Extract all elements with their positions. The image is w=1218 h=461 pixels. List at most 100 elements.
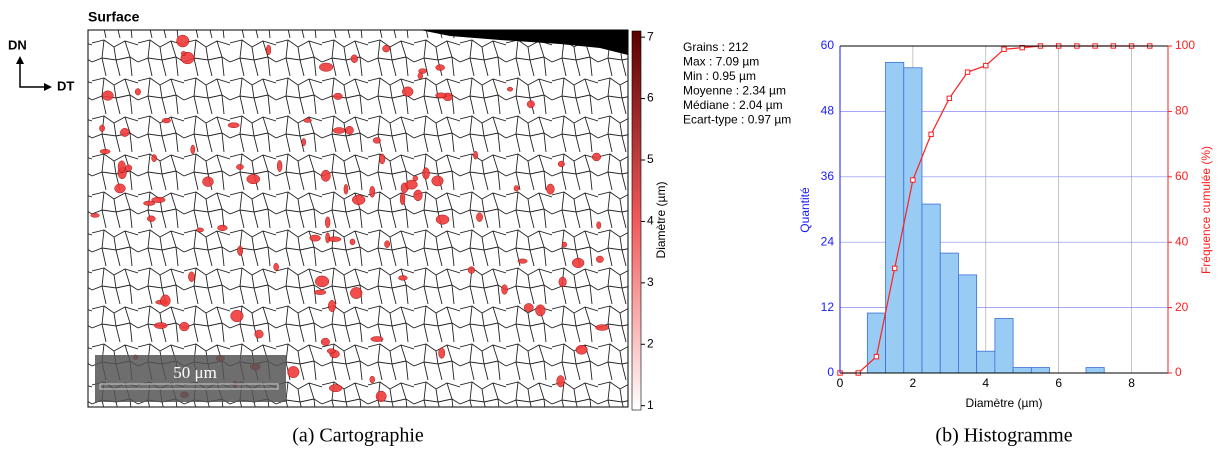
grain-highlight [328, 384, 343, 393]
grain-highlight [557, 160, 565, 168]
stat-line: Max : 7.09 µm [683, 55, 759, 69]
grain-highlight [246, 174, 261, 185]
grain-highlight [333, 92, 343, 100]
grain-highlight [596, 221, 602, 230]
bar [976, 350, 996, 374]
y-tick-label: 12 [821, 300, 835, 314]
grain-highlight [303, 117, 312, 123]
bar [939, 252, 959, 374]
grain-highlight [592, 152, 601, 162]
grain-highlight [405, 179, 418, 190]
scale-bar-box [95, 355, 286, 402]
grain-highlight [160, 294, 171, 307]
grain-highlight [196, 227, 204, 233]
grain-highlight [558, 276, 567, 288]
grain-highlight [227, 122, 240, 128]
grain-highlight [595, 324, 610, 331]
grain-highlight [575, 344, 588, 355]
surface-edge [420, 30, 628, 55]
x-tick-label: 4 [982, 376, 989, 390]
grain-highlight [328, 300, 336, 312]
scale-bar [99, 383, 279, 390]
grain-highlight [325, 232, 330, 244]
grain-highlight [375, 390, 387, 402]
grain-highlight [370, 336, 384, 342]
grain-highlight [327, 236, 342, 242]
grain-highlight [546, 183, 555, 195]
bar [866, 312, 886, 374]
colorbar-tick-label: 5 [647, 152, 654, 166]
grain-highlight [399, 192, 406, 206]
colorbar [631, 30, 642, 411]
y-axis-label: Quantité [798, 187, 812, 233]
grain-highlight [517, 258, 528, 264]
cumulative-point [873, 353, 880, 360]
map-title: Surface [88, 9, 140, 25]
caption-a: (a) Cartographie [292, 425, 424, 447]
grain-highlight [343, 184, 349, 195]
bar [1012, 367, 1032, 374]
grain-highlight [176, 34, 190, 48]
colorbar-tick-label: 7 [647, 29, 654, 43]
grain-highlight [325, 216, 331, 229]
axis-dn: DN [8, 37, 27, 52]
caption-b: (b) Histogramme [935, 425, 1072, 447]
grain-highlight [161, 117, 171, 124]
grain-highlight [120, 128, 130, 137]
x-tick-label: 2 [910, 376, 917, 390]
grain-highlight [237, 245, 243, 256]
grain-highlight [90, 213, 100, 218]
y-tick-label: 48 [821, 104, 835, 118]
grain-highlight [369, 185, 376, 198]
y2-tick-label: 80 [1175, 104, 1189, 118]
grain-highlight [151, 154, 157, 163]
grain-highlight [382, 44, 391, 53]
grain-highlight [276, 160, 283, 172]
y2-tick-label: 0 [1175, 365, 1182, 379]
grain-highlight [117, 160, 126, 173]
grain-highlight [349, 238, 356, 246]
arrow-heads [16, 56, 52, 91]
grain-highlight [345, 125, 354, 135]
cumulative-point [964, 69, 971, 75]
grain-highlight [435, 214, 450, 225]
grain-highlight [332, 127, 346, 134]
axis-arrows [19, 60, 48, 88]
cumulative-point [1001, 46, 1007, 52]
stat-line: Grains : 212 [683, 40, 749, 54]
colorbar-label: Diamètre (µm) [654, 182, 668, 259]
grain-highlight [435, 64, 445, 71]
colorbar-tick-label: 6 [647, 91, 654, 105]
y-tick-label: 36 [821, 169, 835, 183]
grain-highlight [326, 348, 336, 354]
cumulative-point [928, 131, 934, 137]
grain-highlight [202, 176, 214, 187]
bar [903, 67, 923, 374]
grain-highlight [320, 337, 330, 346]
grain-highlight [369, 375, 375, 384]
grain-highlights [90, 34, 610, 402]
grain-highlight [431, 175, 444, 187]
bar [1085, 367, 1105, 374]
stat-line: Min : 0.95 µm [683, 69, 756, 83]
grain-highlight [287, 366, 300, 379]
grain-highlight [301, 138, 306, 147]
grain-highlight [314, 289, 327, 295]
grain-network [88, 30, 628, 407]
y2-tick-label: 40 [1175, 234, 1189, 248]
grain-highlight [501, 284, 508, 295]
grain-highlight [372, 137, 381, 144]
x-axis-label: Diamètre (µm) [966, 396, 1043, 410]
grain-highlight [254, 329, 264, 339]
grain-highlight [506, 86, 514, 92]
cumulative-point [1019, 44, 1025, 51]
grain-highlight [412, 175, 419, 182]
grain-highlight [143, 200, 156, 206]
grain-highlight [379, 153, 386, 165]
grain-highlight [236, 164, 244, 170]
grain-highlight [217, 224, 228, 232]
grain-highlight [352, 194, 366, 205]
cumulative-point [891, 265, 898, 272]
y2-tick-label: 100 [1175, 38, 1195, 52]
